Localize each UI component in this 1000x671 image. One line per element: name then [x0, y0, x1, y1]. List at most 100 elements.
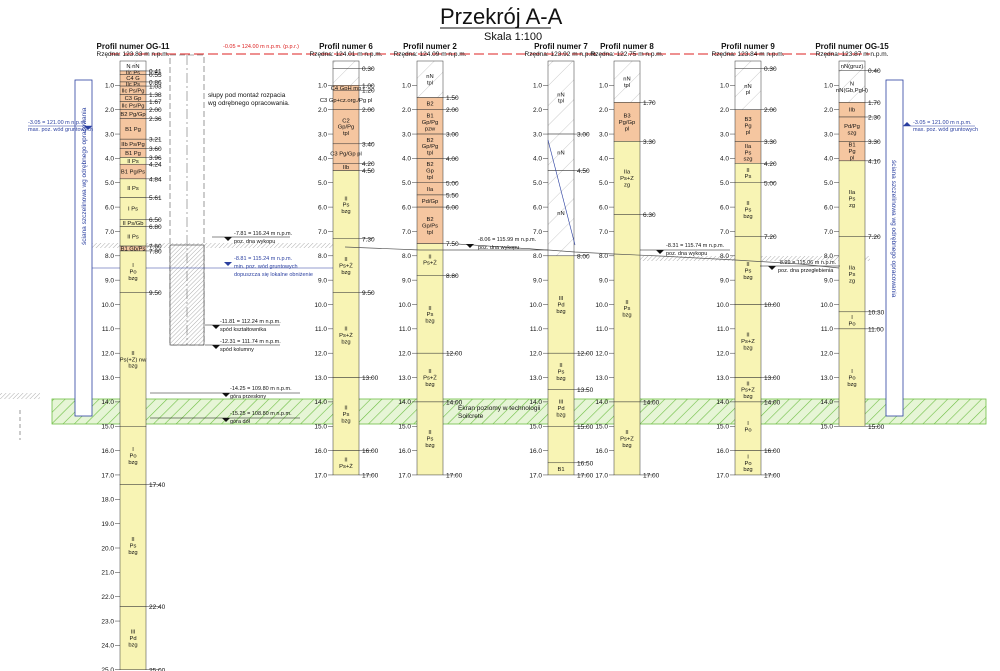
layer-label: Ps+Ż	[423, 260, 437, 267]
axis-tick-label: 12.0	[716, 351, 729, 358]
axis-tick-label: 11.0	[596, 326, 609, 333]
water-min-annotation: -8.81 = 115.24 m n.p.m. min. poz. wód gr…	[224, 256, 313, 278]
depth-label: 3.30	[764, 139, 777, 146]
layer-label: Ilc Ps/Pg	[122, 88, 145, 94]
profile-layer	[332, 450, 360, 476]
depth-label: 25.00	[149, 667, 166, 671]
axis-tick-label: 1.0	[720, 83, 729, 90]
axis-tick-label: 7.0	[105, 229, 114, 236]
layer-label: pzw	[425, 126, 436, 132]
profile-layer	[734, 304, 762, 378]
axis-tick-label: 16.0	[716, 448, 729, 455]
layer-label: bzg	[128, 550, 137, 556]
profile-elevation: Rzędna: 124.09 m n.p.m.	[394, 51, 467, 58]
depth-label: 22.40	[149, 604, 166, 611]
axis-tick-label: 6.0	[318, 204, 327, 211]
layer-label: C2	[342, 118, 349, 124]
layer-label: B1 Pg	[125, 151, 141, 157]
right-water-line2: max. poz. wód gruntowych	[913, 127, 978, 133]
profile-layer	[332, 170, 360, 240]
depth-label: 3.00	[446, 132, 459, 139]
excavation-p8-annotation: -8.31 = 115.74 m n.p.m. poz. dna wykopu	[640, 243, 730, 257]
layer-label: bzg	[743, 214, 752, 220]
column-line2: spód kolumny	[220, 347, 254, 353]
excavation-left-annotation: -7.81 = 116.24 m n.p.m. poz. dna wykopu	[212, 231, 293, 245]
profile-layer	[734, 401, 762, 451]
axis-tick-label: 11.0	[102, 326, 115, 333]
left-stub-hatch	[0, 393, 40, 399]
depth-label: 1.38	[149, 92, 162, 99]
axis-tick-label: 12.0	[529, 351, 542, 358]
axis-tick-label: 5.0	[533, 180, 542, 187]
depth-label: 17.00	[577, 472, 594, 479]
axis-tick-label: 9.0	[720, 277, 729, 284]
depth-label: 9.50	[362, 290, 375, 297]
depth-label: 16.00	[764, 448, 781, 455]
axis-tick-label: 9.0	[105, 277, 114, 284]
layer-label: I	[132, 263, 134, 269]
axis-tick-label: 9.0	[599, 277, 608, 284]
layer-label: C3 Gp+cz.org./Pg pl	[320, 98, 372, 104]
layer-label: III	[131, 630, 136, 636]
profile-layer	[416, 401, 444, 476]
profile-layer	[734, 182, 762, 237]
depth-label: 7.20	[868, 234, 881, 241]
layer-label: Pd	[557, 303, 564, 309]
excavation-mid-annotation: -8.06 = 115.99 m n.p.m. poz. dna wykopu	[457, 237, 549, 251]
layer-label: zg	[624, 182, 630, 188]
layer-label: II	[428, 306, 432, 312]
layer-label: bzg	[556, 376, 565, 382]
layer-label: Ps	[849, 197, 856, 203]
axis-tick-label: 22.0	[101, 594, 114, 601]
profile-name: Profil numer OG-11	[97, 42, 170, 51]
water-min-line1: -8.81 = 115.24 m n.p.m.	[234, 256, 293, 262]
profile-layer	[547, 352, 575, 390]
profile-layer	[332, 292, 360, 378]
depth-label: 17.00	[643, 472, 660, 479]
depth-label: 3.60	[149, 146, 162, 153]
excav-mid-line1: -8.06 = 115.99 m n.p.m.	[478, 237, 537, 243]
layer-label: I Ps	[128, 206, 138, 212]
depth-label: 6.80	[149, 224, 162, 231]
depth-label: 1.03	[149, 84, 162, 91]
profile-layer	[838, 70, 866, 103]
right-water-line1: -3.05 = 121.00 m n.p.m.	[913, 120, 972, 126]
excav-p8-line2: poz. dna wykopu	[666, 251, 707, 257]
layer-label: pl	[746, 130, 751, 136]
depth-label: 6.50	[149, 217, 162, 224]
axis-tick-label: 5.0	[599, 180, 608, 187]
axis-tick-label: 11.0	[821, 326, 834, 333]
water-min-line2: min. poz. wód gruntowych	[234, 264, 298, 270]
layer-label: II	[559, 363, 563, 369]
layer-label: II Ps	[127, 234, 139, 240]
layer-label: B1	[426, 113, 433, 119]
depth-label: 14.00	[764, 399, 781, 406]
axis-tick-label: 10.0	[314, 302, 327, 309]
layer-label: I	[747, 454, 749, 460]
axis-tick-label: 13.0	[314, 375, 327, 382]
axis-tick-label: 4.0	[599, 156, 608, 163]
layer-label: I	[747, 421, 749, 427]
layer-label: N	[850, 81, 854, 87]
layer-label: II	[131, 351, 135, 357]
profile-layer	[119, 606, 147, 671]
layer-label: tpl	[427, 175, 433, 181]
layer-label: tpl	[427, 230, 433, 236]
depth-label: 4.20	[764, 161, 777, 168]
axis-tick-label: 7.0	[402, 229, 411, 236]
depth-label: 0.30	[764, 66, 777, 73]
slab-bottom-line2: góra dół	[230, 419, 251, 425]
depth-label: 9.50	[149, 290, 162, 297]
layer-label: IIa	[624, 169, 631, 175]
layer-label: bzg	[128, 364, 137, 370]
layer-label: Po	[744, 461, 751, 467]
axis-tick-label: 15.0	[595, 424, 608, 431]
depth-label: 2.00	[149, 107, 162, 114]
shaper-line1: -11.81 = 112.24 m n.p.m.	[220, 319, 281, 325]
axis-tick-label: 10.0	[101, 302, 114, 309]
layer-label: II	[746, 262, 750, 268]
